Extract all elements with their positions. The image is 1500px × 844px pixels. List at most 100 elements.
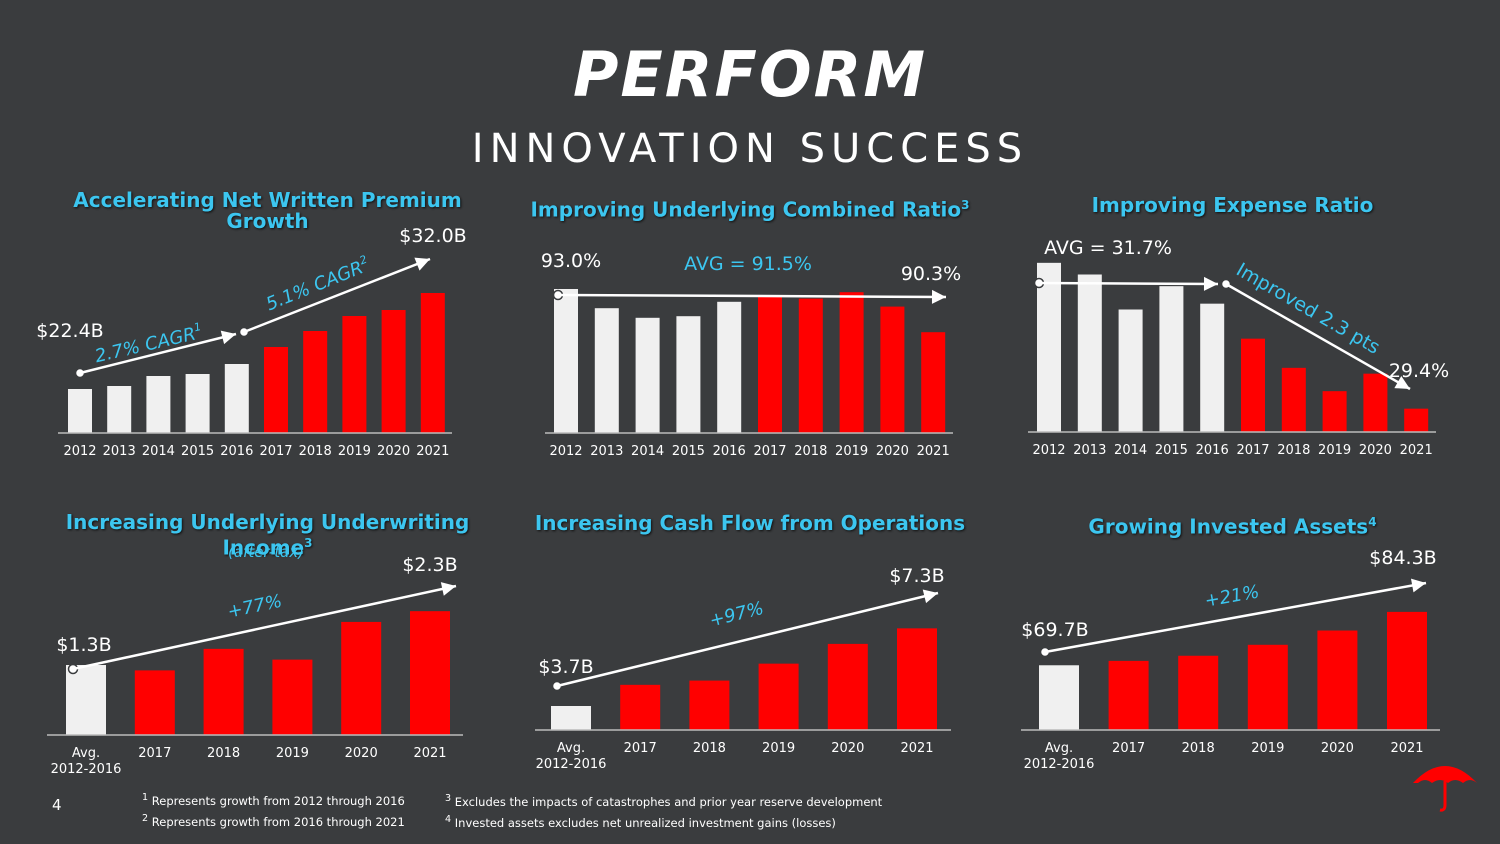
bar-combined-7	[839, 292, 864, 433]
invested-arrow-line	[1044, 581, 1427, 654]
bar-uwincome-3	[272, 659, 313, 735]
chart-note-after-tax: (after-tax)	[228, 543, 304, 561]
bar-combined-5	[758, 297, 782, 433]
chart-title-nwp: Accelerating Net Written Premium Growth	[73, 188, 462, 233]
tick-nwp-9: 2021	[416, 444, 449, 459]
combined-start-dot	[552, 289, 564, 301]
bar-nwp-6	[303, 331, 328, 433]
expense-arrow1-line	[1038, 281, 1219, 286]
combined-start-label: 93.0%	[541, 250, 601, 272]
footnote-3-text: Excludes the impacts of catastrophes and…	[454, 794, 883, 809]
tick-nwp-8: 2020	[377, 444, 410, 459]
tick-expense-3: 2015	[1155, 443, 1188, 458]
tick-expense-4: 2016	[1196, 443, 1229, 458]
tick-combined-2: 2014	[631, 444, 664, 459]
footnotes-right: 3 Excludes the impacts of catastrophes a…	[445, 790, 882, 832]
footnote-4: 4 Invested assets excludes net unrealize…	[445, 813, 836, 830]
tick-cashflow-5: 2021	[900, 741, 933, 756]
footnote-3: 3 Excludes the impacts of catastrophes a…	[445, 793, 883, 809]
bar-nwp-9	[420, 293, 445, 433]
tick-cashflow-4: 2020	[831, 741, 864, 756]
tick-nwp-4: 2016	[220, 444, 253, 459]
footnote-1-text: Represents growth from 2012 through 2016	[151, 793, 405, 808]
tick-combined-6: 2018	[794, 444, 827, 459]
invested-end-label: $84.3B	[1369, 547, 1436, 569]
tick-expense-1: 2013	[1073, 443, 1106, 458]
chart-title-uwincome: Increasing Underlying Underwriting Incom…	[20, 512, 515, 559]
chart-title-invested-text: Growing Invested Assets	[1088, 514, 1369, 539]
nwp-arrow2-line	[243, 257, 431, 334]
tick-nwp-3: 2015	[181, 444, 214, 459]
bar-combined-2	[635, 317, 660, 433]
chart-title-invested: Growing Invested Assets4	[1010, 512, 1455, 538]
expense-arrow2-line	[1225, 282, 1411, 391]
nwp-start-label: $22.4B	[36, 320, 103, 342]
bar-combined-3	[676, 316, 701, 433]
bar-invested-0	[1039, 665, 1079, 730]
nwp-mid-dot	[238, 326, 250, 338]
nwp-cagr1-label: 2.7% CAGR1	[92, 320, 204, 367]
bar-nwp-3	[185, 374, 210, 433]
tick-uwincome-4: 2020	[345, 746, 378, 761]
bar-nwp-4	[224, 364, 249, 433]
bar-cashflow-3	[758, 663, 799, 730]
page-subtitle: INNOVATION SUCCESS	[471, 126, 1029, 172]
uwincome-growth-label: +77%	[226, 591, 284, 623]
combined-arrow-head	[931, 289, 946, 304]
tick-invested-2: 2018	[1182, 741, 1215, 756]
expense-start-dot	[1033, 277, 1045, 289]
bar-uwincome-5	[410, 611, 450, 735]
tick-nwp-7: 2019	[338, 444, 371, 459]
tick-combined-0: 2012	[549, 444, 582, 459]
bar-nwp-7	[342, 316, 367, 433]
bar-uwincome-4	[341, 621, 382, 735]
tick-nwp-5: 2017	[259, 444, 292, 459]
bar-expense-2	[1118, 309, 1143, 432]
tick-combined-9: 2021	[917, 444, 950, 459]
nwp-start-dot	[74, 367, 86, 379]
tick-invested-5: 2021	[1390, 741, 1423, 756]
tick-expense-0: 2012	[1032, 443, 1065, 458]
chart-title-combined: Improving Underlying Combined Ratio3	[520, 195, 980, 221]
bar-combined-6	[798, 298, 823, 433]
expense-arrow1-head	[1203, 276, 1218, 291]
tick-invested-3: 2019	[1251, 741, 1284, 756]
combined-end-label: 90.3%	[901, 263, 961, 285]
bar-expense-7	[1322, 391, 1347, 432]
nwp-arrow2-head	[414, 257, 430, 271]
tick-expense-8: 2020	[1359, 443, 1392, 458]
tick-expense-6: 2018	[1277, 443, 1310, 458]
nwp-arrow1-head	[220, 330, 236, 345]
expense-avg-label: AVG = 31.7%	[1044, 237, 1172, 259]
tick-combined-7: 2019	[835, 444, 868, 459]
footnote-2: 2 Represents growth from 2016 through 20…	[142, 812, 405, 829]
bar-nwp-1	[107, 386, 132, 433]
tick-nwp-2: 2014	[142, 444, 175, 459]
tick-cashflow-1: 2017	[624, 741, 657, 756]
bar-uwincome-1	[134, 670, 175, 735]
umbrella-icon	[1413, 766, 1477, 812]
tick-uwincome-2: 2018	[207, 746, 240, 761]
tick-expense-2: 2014	[1114, 443, 1147, 458]
tick-cashflow-0-line2: 2012-2016	[536, 757, 607, 772]
uwincome-arrow-line	[72, 584, 457, 671]
nwp-arrow1-line	[79, 332, 237, 375]
tick-expense-5: 2017	[1236, 443, 1269, 458]
cashflow-start-dot	[551, 680, 563, 692]
tick-cashflow-3: 2019	[762, 741, 795, 756]
tick-nwp-0: 2012	[63, 444, 96, 459]
chart-title-invested-sup: 4	[1368, 515, 1377, 529]
page-number: 4	[52, 796, 62, 814]
tick-nwp-6: 2018	[299, 444, 332, 459]
bar-expense-9	[1404, 408, 1429, 432]
tick-combined-8: 2020	[876, 444, 909, 459]
page-title: PERFORM	[572, 38, 928, 111]
expense-end-label: 29.4%	[1389, 360, 1449, 382]
footnotes-left: 1 Represents growth from 2012 through 20…	[142, 789, 405, 831]
expense-mid-dot	[1220, 278, 1232, 290]
tick-expense-7: 2019	[1318, 443, 1351, 458]
bar-cashflow-2	[689, 680, 730, 730]
tick-combined-1: 2013	[590, 444, 623, 459]
uwincome-arrow-head	[440, 582, 456, 596]
cashflow-start-label: $3.7B	[538, 656, 593, 678]
